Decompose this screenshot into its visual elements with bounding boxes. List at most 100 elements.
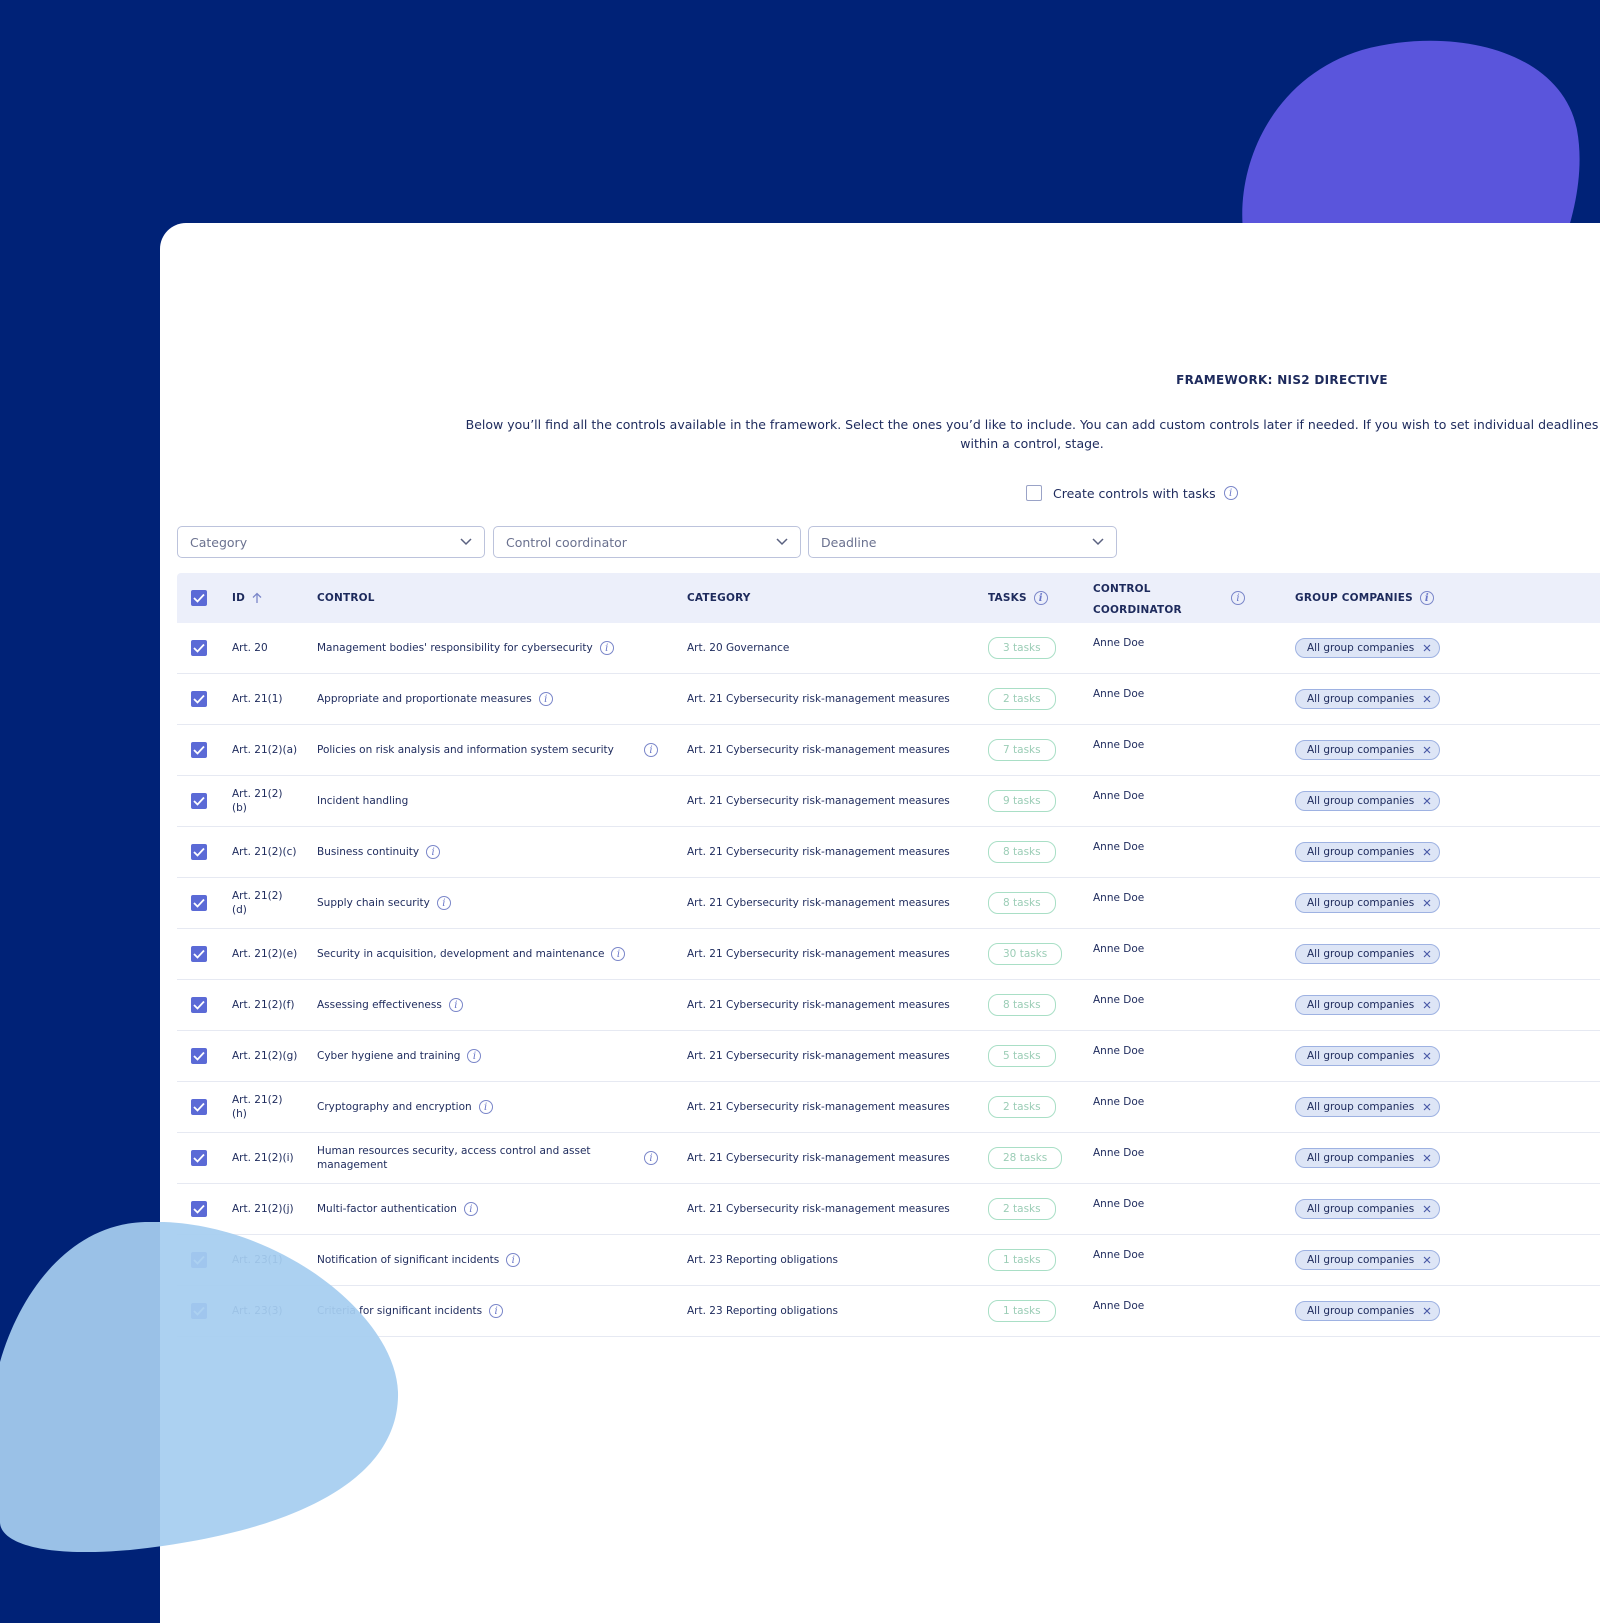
group-companies-tag[interactable]: All group companies xyxy=(1295,893,1441,913)
control-id-text: Art. 21(2)(j) xyxy=(232,1203,294,1215)
create-controls-checkbox[interactable] xyxy=(1026,485,1042,501)
group-companies-tag[interactable]: All group companies xyxy=(1295,1148,1441,1168)
control-name: Business continuity i xyxy=(317,827,672,877)
control-category: Art. 21 Cybersecurity risk-management me… xyxy=(687,897,950,909)
table-row[interactable]: Art. 21(2)(i) Human resources security, a… xyxy=(177,1133,1600,1184)
tasks-badge[interactable]: 5 tasks xyxy=(988,1045,1056,1067)
tasks-badge[interactable]: 1 tasks xyxy=(988,1249,1056,1271)
coordinator-filter[interactable]: Control coordinator xyxy=(493,526,801,558)
row-checkbox[interactable] xyxy=(191,742,207,758)
remove-icon[interactable] xyxy=(1423,1205,1431,1213)
info-icon[interactable]: i xyxy=(599,641,614,655)
remove-icon[interactable] xyxy=(1423,950,1431,958)
group-companies-tag[interactable]: All group companies xyxy=(1295,1199,1441,1219)
group-companies-tag[interactable]: All group companies xyxy=(1295,944,1441,964)
info-icon[interactable]: i xyxy=(644,1151,658,1165)
info-icon[interactable]: i xyxy=(478,1100,493,1114)
remove-icon[interactable] xyxy=(1423,746,1431,754)
group-companies-tag[interactable]: All group companies xyxy=(1295,638,1441,658)
remove-icon[interactable] xyxy=(1423,899,1431,907)
group-companies-tag[interactable]: All group companies xyxy=(1295,689,1441,709)
remove-icon[interactable] xyxy=(1423,1052,1431,1060)
table-row[interactable]: Art. 23(1) Notification of significant in… xyxy=(177,1235,1600,1286)
info-icon[interactable]: i xyxy=(1033,591,1048,605)
info-icon[interactable]: i xyxy=(538,692,553,706)
row-checkbox[interactable] xyxy=(191,1201,207,1217)
tasks-badge[interactable]: 3 tasks xyxy=(988,637,1056,659)
row-checkbox[interactable] xyxy=(191,1048,207,1064)
group-companies-tag[interactable]: All group companies xyxy=(1295,1301,1441,1321)
row-checkbox[interactable] xyxy=(191,1099,207,1115)
info-icon[interactable]: i xyxy=(448,998,463,1012)
tasks-badge[interactable]: 30 tasks xyxy=(988,943,1063,965)
group-companies-tag[interactable]: All group companies xyxy=(1295,740,1441,760)
info-icon[interactable]: i xyxy=(1223,486,1238,500)
select-all-checkbox[interactable] xyxy=(191,590,207,606)
group-companies-tag[interactable]: All group companies xyxy=(1295,1046,1441,1066)
group-companies-tag[interactable]: All group companies xyxy=(1295,995,1441,1015)
table-row[interactable]: Art. 21(2)(g) Cyber hygiene and training i… xyxy=(177,1031,1600,1082)
table-row[interactable]: Art. 21(1) Appropriate and proportionate … xyxy=(177,674,1600,725)
row-checkbox[interactable] xyxy=(191,844,207,860)
header-id[interactable]: ID xyxy=(232,573,263,623)
remove-icon[interactable] xyxy=(1423,1103,1431,1111)
row-checkbox[interactable] xyxy=(191,1252,207,1268)
remove-icon[interactable] xyxy=(1423,1256,1431,1264)
tasks-badge[interactable]: 2 tasks xyxy=(988,688,1056,710)
info-icon[interactable]: i xyxy=(489,1304,504,1318)
info-icon[interactable]: i xyxy=(1231,591,1245,605)
create-controls-option[interactable]: Create controls with tasks i xyxy=(1026,483,1238,503)
tasks-badge[interactable]: 2 tasks xyxy=(988,1096,1056,1118)
table-row[interactable]: Art. 21(2)(a) Policies on risk analysis a… xyxy=(177,725,1600,776)
tasks-badge[interactable]: 7 tasks xyxy=(988,739,1056,761)
tasks-badge[interactable]: 8 tasks xyxy=(988,994,1056,1016)
remove-icon[interactable] xyxy=(1423,695,1431,703)
tasks-badge[interactable]: 8 tasks xyxy=(988,892,1056,914)
group-companies-tag[interactable]: All group companies xyxy=(1295,1097,1441,1117)
group-companies-tag[interactable]: All group companies xyxy=(1295,791,1441,811)
table-row[interactable]: Art. 20 Management bodies' responsibility… xyxy=(177,623,1600,674)
row-checkbox[interactable] xyxy=(191,691,207,707)
header-companies-label: GROUP COMPANIES xyxy=(1295,592,1413,604)
remove-icon[interactable] xyxy=(1423,1307,1431,1315)
row-checkbox[interactable] xyxy=(191,640,207,656)
table-row[interactable]: Art. 21(2) (h) Cryptography and encryption… xyxy=(177,1082,1600,1133)
group-companies-cell: All group companies xyxy=(1295,1082,1441,1132)
remove-icon[interactable] xyxy=(1423,797,1431,805)
tasks-badge[interactable]: 2 tasks xyxy=(988,1198,1056,1220)
table-row[interactable]: Art. 21(2) (d) Supply chain security i Art. … xyxy=(177,878,1600,929)
main-panel: FRAMEWORK: NIS2 DIRECTIVE Below you’ll f… xyxy=(160,223,1600,1623)
remove-icon[interactable] xyxy=(1423,1154,1431,1162)
table-row[interactable]: Art. 21(2)(f) Assessing effectiveness i Art… xyxy=(177,980,1600,1031)
row-checkbox[interactable] xyxy=(191,946,207,962)
row-checkbox[interactable] xyxy=(191,1303,207,1319)
row-checkbox[interactable] xyxy=(191,895,207,911)
info-icon[interactable]: i xyxy=(1419,591,1434,605)
group-companies-tag[interactable]: All group companies xyxy=(1295,1250,1441,1270)
tasks-badge[interactable]: 28 tasks xyxy=(988,1147,1063,1169)
table-row[interactable]: Art. 21(2)(e) Security in acquisition, de… xyxy=(177,929,1600,980)
row-checkbox[interactable] xyxy=(191,793,207,809)
remove-icon[interactable] xyxy=(1423,848,1431,856)
info-icon[interactable]: i xyxy=(611,947,626,961)
row-checkbox[interactable] xyxy=(191,997,207,1013)
remove-icon[interactable] xyxy=(1423,1001,1431,1009)
remove-icon[interactable] xyxy=(1423,644,1431,652)
deadline-filter[interactable]: Deadline xyxy=(808,526,1117,558)
table-row[interactable]: Art. 21(2)(c) Business continuity i Art. 21… xyxy=(177,827,1600,878)
info-icon[interactable]: i xyxy=(436,896,451,910)
info-icon[interactable]: i xyxy=(467,1049,482,1063)
info-icon[interactable]: i xyxy=(506,1253,521,1267)
table-row[interactable]: Art. 21(2)(j) Multi-factor authentication… xyxy=(177,1184,1600,1235)
table-row[interactable]: Art. 23(3) Criteria for significant incid… xyxy=(177,1286,1600,1337)
info-icon[interactable]: i xyxy=(644,743,658,757)
tasks-badge[interactable]: 8 tasks xyxy=(988,841,1056,863)
tasks-badge[interactable]: 1 tasks xyxy=(988,1300,1056,1322)
tasks-badge[interactable]: 9 tasks xyxy=(988,790,1056,812)
category-filter[interactable]: Category xyxy=(177,526,485,558)
info-icon[interactable]: i xyxy=(463,1202,478,1216)
row-checkbox[interactable] xyxy=(191,1150,207,1166)
info-icon[interactable]: i xyxy=(426,845,441,859)
table-row[interactable]: Art. 21(2) (b) Incident handling Art. 21 Cy… xyxy=(177,776,1600,827)
group-companies-tag[interactable]: All group companies xyxy=(1295,842,1441,862)
